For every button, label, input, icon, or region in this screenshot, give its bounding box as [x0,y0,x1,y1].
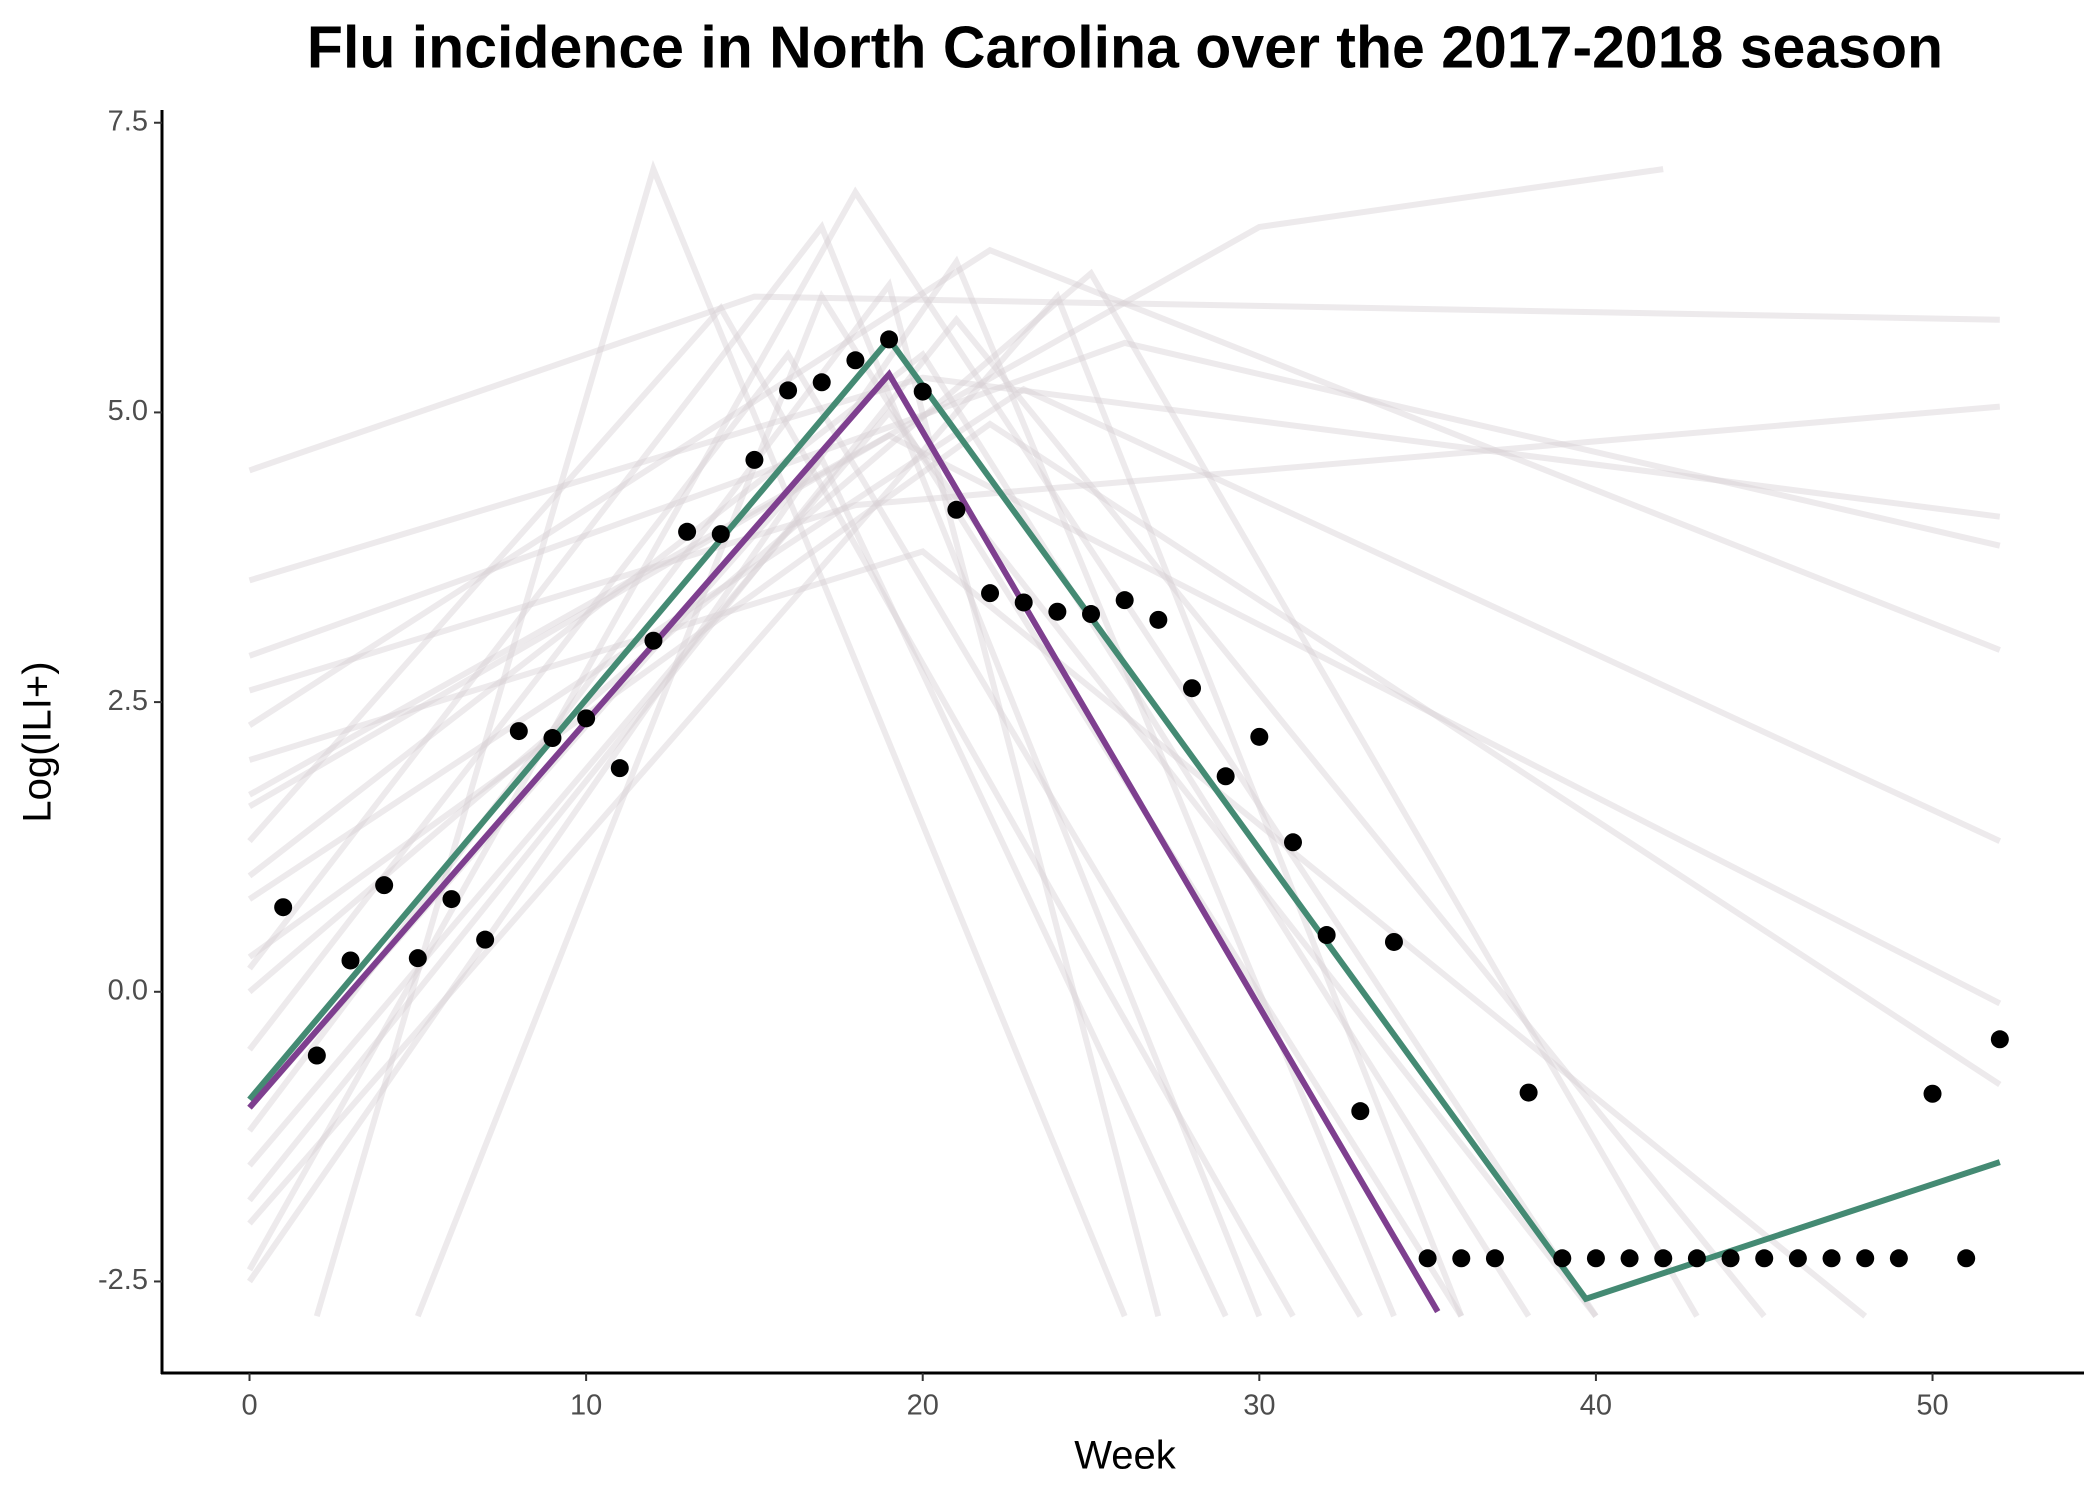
point [1822,1249,1841,1268]
point [1923,1084,1942,1103]
point [644,631,663,650]
point [1721,1249,1740,1268]
point [1183,679,1202,698]
line [248,293,2000,474]
point [1149,610,1168,629]
point [1553,1249,1572,1268]
point [1856,1249,1875,1268]
point [1990,1030,2009,1049]
point [1216,767,1235,786]
x-tick-label: 10 [570,1390,602,1422]
line [313,160,1128,1318]
point [812,373,831,392]
line [247,385,2002,902]
line [247,334,2001,1303]
point [1317,926,1336,945]
line [247,246,2001,728]
point [1519,1083,1538,1102]
line [248,166,1664,798]
point [846,351,865,370]
point [1283,833,1302,852]
point [442,890,461,909]
line [248,339,2001,659]
x-axis-label: Week [1074,1434,1177,1478]
point [711,525,730,544]
point [610,759,629,778]
point [577,709,596,728]
line [247,268,1700,1318]
point [476,930,495,949]
x-tick-label: 0 [241,1390,257,1422]
x-tick-label: 40 [1580,1390,1612,1422]
point [947,500,966,519]
x-tick-label: 20 [907,1390,939,1422]
point [1082,605,1101,624]
point [375,876,394,895]
y-tick-label: 0.0 [108,974,148,1006]
line [248,548,1868,1319]
point [1384,932,1403,951]
plot-area [246,160,2009,1319]
point [981,584,1000,603]
point [509,722,528,741]
line [248,403,2001,694]
x-tick-label: 50 [1916,1390,1948,1422]
y-tick-label: 5.0 [108,395,148,427]
point [1788,1249,1807,1268]
point [1687,1249,1706,1268]
point [1452,1249,1471,1268]
y-tick-label: 7.5 [108,105,148,137]
x-tick-label: 30 [1243,1390,1275,1422]
point [745,450,764,469]
line [247,302,1296,1318]
line [415,289,1464,1318]
line [247,420,2002,1088]
point [1250,727,1269,746]
point [1115,591,1134,610]
line [246,186,1599,1318]
point [779,381,798,400]
point [543,729,562,748]
point [408,949,427,968]
line [247,432,2002,1007]
point [1014,593,1033,612]
point [1755,1249,1774,1268]
point [880,330,899,349]
line [247,349,1363,1318]
point [1889,1249,1908,1268]
point [1351,1102,1370,1121]
y-tick-label: -2.5 [98,1264,148,1296]
line [247,369,1441,1314]
line [247,407,1599,1319]
point [913,382,932,401]
y-axis-label: Log(ILI+) [16,661,60,822]
point [1957,1249,1976,1268]
line [247,350,1532,1318]
chart-title: Flu incidence in North Carolina over the… [307,15,1943,81]
y-tick-label: 2.5 [108,685,148,717]
point [1418,1249,1437,1268]
point [1485,1249,1504,1268]
point [341,951,360,970]
point [274,898,293,917]
point [1654,1249,1673,1268]
point [1048,602,1067,621]
point [307,1046,326,1065]
point [1586,1249,1605,1268]
point [1620,1249,1639,1268]
line [247,221,1263,1318]
point [678,522,697,541]
line [247,314,1767,1319]
line [248,374,2001,584]
line [247,290,1465,1318]
